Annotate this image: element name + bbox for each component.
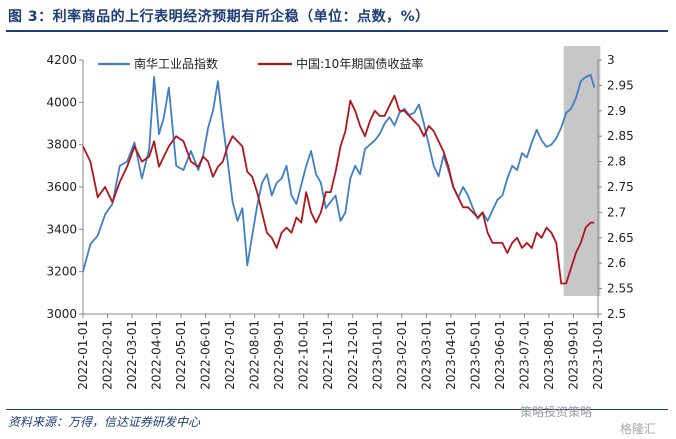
y-right-tick-label: 2.7: [607, 205, 626, 219]
source-note: 资料来源：万得，信达证券研发中心: [8, 415, 201, 429]
x-tick-label: 2022-06-01: [199, 320, 213, 390]
x-tick-label: 2022-12-01: [346, 320, 360, 390]
x-tick-label: 2022-01-01: [76, 320, 90, 390]
y-right-tick-label: 2.65: [607, 231, 634, 245]
x-tick-label: 2023-08-01: [542, 320, 556, 390]
legend-label-yield: 中国:10年期国债收益率: [296, 56, 423, 71]
y-left-tick-label: 4200: [46, 53, 77, 67]
x-tick-label: 2022-05-01: [174, 320, 188, 390]
y-left-tick-label: 3200: [46, 265, 77, 279]
y-right-tick-label: 2.8: [607, 155, 626, 169]
watermark-logo: 格隆汇: [620, 422, 657, 436]
x-tick-label: 2022-09-01: [272, 320, 286, 390]
x-tick-label: 2023-07-01: [517, 320, 531, 390]
x-tick-label: 2023-09-01: [566, 320, 580, 390]
x-tick-label: 2023-04-01: [444, 320, 458, 390]
x-tick-label: 2022-10-01: [297, 320, 311, 390]
y-left-tick-label: 4000: [46, 95, 77, 109]
x-tick-label: 2023-06-01: [493, 320, 507, 390]
y-left-tick-label: 3400: [46, 222, 77, 236]
y-left-tick-label: 3800: [46, 138, 77, 152]
legend: 南华工业品指数 中国:10年期国债收益率: [98, 56, 423, 71]
x-tick-label: 2022-04-01: [150, 320, 164, 390]
series-layer: [82, 73, 596, 285]
x-tick-label: 2022-07-01: [223, 320, 237, 390]
y-left-tick-label: 3600: [46, 180, 77, 194]
x-tick-label: 2023-10-01: [591, 320, 605, 390]
x-tick-label: 2022-03-01: [125, 320, 139, 390]
y-right-tick-label: 2.6: [607, 256, 626, 270]
y-right-tick-label: 3: [607, 53, 615, 67]
title-rule: [6, 30, 668, 32]
y-right-tick-label: 2.5: [607, 307, 626, 321]
y-left-tick-label: 3000: [46, 307, 77, 321]
x-tick-label: 2023-05-01: [468, 320, 482, 390]
x-tick-label: 2022-11-01: [321, 320, 335, 390]
legend-label-nanhua: 南华工业品指数: [134, 56, 218, 71]
axes: 3000 3200 3400 3600 3800 4000 4200 2.5 2.55 2.6 2.…: [46, 53, 633, 390]
source-rule: [6, 409, 668, 410]
watermark: 策略投资策略: [520, 405, 593, 419]
y-right-tick-label: 2.9: [607, 104, 626, 118]
x-tick-label: 2023-01-01: [370, 320, 384, 390]
x-tick-label: 2023-03-01: [419, 320, 433, 390]
y-right-tick-label: 2.75: [607, 180, 634, 194]
series-line-yield: [82, 94, 595, 285]
x-tick-label: 2023-02-01: [395, 320, 409, 390]
y-right-tick-label: 2.95: [607, 78, 634, 92]
x-tick-label: 2022-02-01: [101, 320, 115, 390]
figure-title: 图 3：利率商品的上行表明经济预期有所企稳（单位：点数，%）: [8, 9, 430, 25]
x-tick-label: 2022-08-01: [248, 320, 262, 390]
chart: 3000 3200 3400 3600 3800 4000 4200 2.5 2.55 2.6 2.…: [46, 46, 634, 390]
highlight-band: [563, 46, 601, 296]
y-right-tick-label: 2.55: [607, 282, 634, 296]
y-right-tick-label: 2.85: [607, 129, 634, 143]
series-line-nanhua: [82, 73, 596, 272]
